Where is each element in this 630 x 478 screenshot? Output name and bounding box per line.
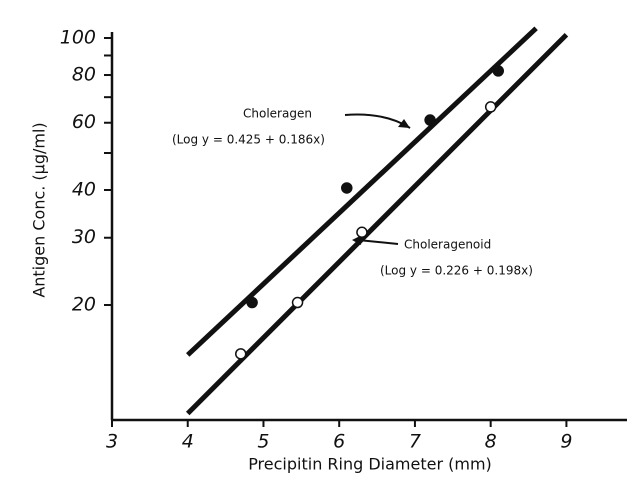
annotation: Choleragen (243, 107, 312, 121)
data-point (291, 296, 304, 309)
fit-line (185, 32, 569, 416)
x-tick-label: 9 (560, 431, 572, 453)
annotation: (Log y = 0.226 + 0.198x) (380, 264, 533, 278)
x-tick-label: 4 (182, 431, 194, 453)
x-tick-label: 6 (333, 431, 345, 453)
data-point (246, 296, 258, 309)
x-tick-label: 3 (106, 431, 118, 453)
y-tick-label: 30 (72, 226, 96, 248)
data-point (424, 114, 436, 126)
y-tick-label: 80 (72, 64, 96, 86)
data-point (492, 65, 504, 77)
annotation: Choleragenoid (404, 238, 491, 252)
y-tick-label: 60 (72, 111, 96, 133)
arrowhead (398, 119, 410, 128)
data-point (356, 226, 368, 239)
data-point (341, 182, 353, 194)
x-tick-label: 8 (485, 431, 497, 453)
y-axis-title: Antigen Conc. (µg/ml) (30, 122, 49, 297)
y-tick-label: 20 (72, 294, 96, 316)
x-tick-label: 7 (409, 431, 421, 453)
x-axis-title: Precipitin Ring Diameter (mm) (248, 455, 492, 474)
y-tick-label: 100 (60, 27, 96, 49)
y-tick-label: 40 (72, 179, 96, 201)
annotation: (Log y = 0.425 + 0.186x) (172, 133, 325, 147)
arrow (357, 239, 399, 245)
x-tick-label: 5 (257, 431, 269, 453)
data-point (235, 348, 247, 360)
fit-line (186, 26, 538, 357)
data-point (484, 101, 497, 113)
